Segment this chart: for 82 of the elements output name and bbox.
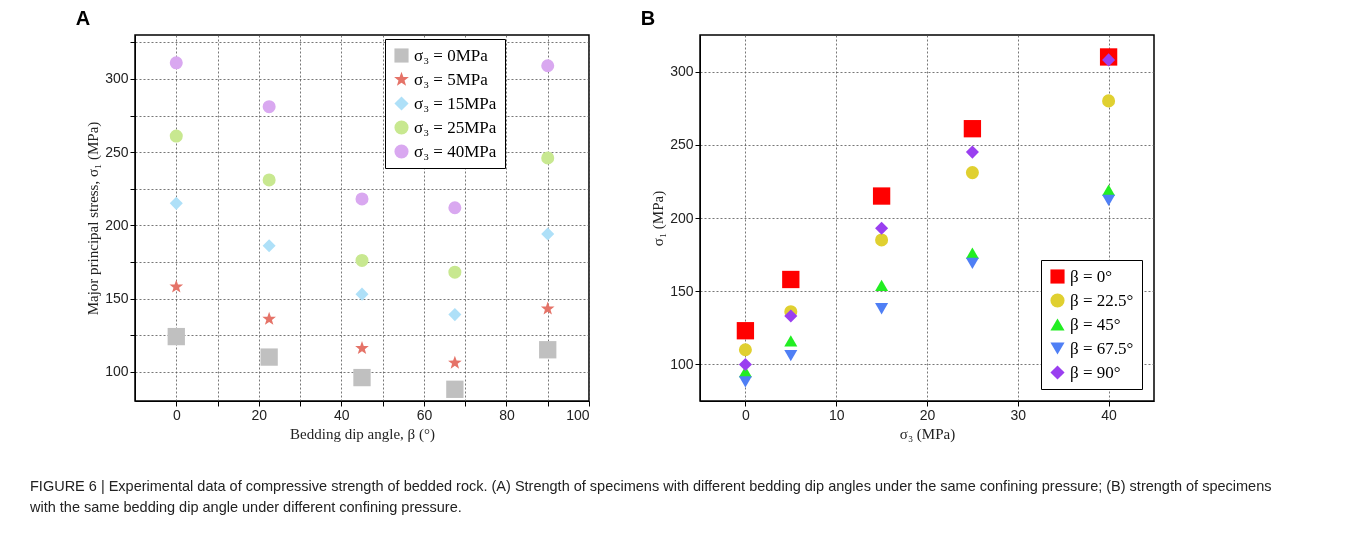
x-tick-label: 10 (828, 406, 845, 423)
x-tick-label: 100 (566, 406, 590, 423)
point (448, 265, 462, 279)
x-tick-label: 30 (1010, 406, 1027, 423)
point (1102, 194, 1116, 207)
y-tick-label: 100 (670, 355, 694, 372)
point (784, 335, 798, 347)
point (169, 56, 183, 70)
point (540, 301, 555, 315)
point (353, 368, 371, 387)
point (169, 279, 184, 293)
point (355, 253, 369, 267)
point (539, 341, 557, 359)
y-tick-label: 100 (105, 363, 129, 380)
point (736, 322, 755, 340)
x-axis-title: σ₃ (MPa) (899, 425, 956, 443)
point (738, 357, 752, 371)
point (963, 120, 982, 138)
legend-label: σ₃ = 40MPa (414, 141, 497, 161)
point (875, 279, 889, 291)
chart-title: B (640, 7, 656, 29)
point (875, 233, 889, 247)
legend-label: β = 67.5° (1070, 338, 1134, 358)
point (784, 349, 798, 362)
point (167, 327, 185, 346)
x-tick-label: 0 (742, 406, 750, 423)
x-axis-title: Bedding dip angle, β (°) (290, 425, 435, 443)
point (875, 221, 889, 235)
point (965, 145, 979, 159)
point (738, 343, 752, 357)
point (169, 129, 183, 143)
point (541, 59, 555, 73)
x-tick-label: 0 (172, 406, 181, 423)
chart-title: A (75, 7, 91, 29)
point (965, 257, 979, 270)
point (541, 151, 555, 165)
point (1102, 94, 1116, 108)
x-tick-label: 20 (251, 406, 268, 423)
y-tick-label: 300 (105, 70, 129, 87)
y-tick-label: 250 (670, 136, 694, 153)
x-tick-label: 60 (416, 406, 433, 423)
point (784, 309, 798, 323)
y-axis-title: σ₁ (MPa) (650, 190, 668, 247)
point (446, 380, 464, 398)
y-tick-label: 150 (670, 282, 694, 299)
point (448, 201, 462, 215)
y-tick-label: 250 (105, 143, 129, 160)
point (262, 311, 276, 325)
y-axis-title: Major principal stress, σ₁ (MPa) (85, 121, 103, 316)
legend-label: β = 45° (1070, 314, 1121, 334)
y-tick-label: 300 (670, 63, 694, 80)
caption: FIGURE 6 | Experimental data of compressive strength of bedded rock. (A) Strength of specimens with different bedding dip angles under the same confining pressure; (B) strength of specimens with the same bedding dip angle under different confining pressure. (30, 477, 1273, 517)
legend-label: β = 90° (1070, 362, 1121, 382)
legend-label: σ₃ = 25MPa (414, 117, 497, 137)
point (965, 166, 979, 180)
point (260, 348, 278, 366)
point (782, 270, 800, 289)
legend-label: σ₃ = 0MPa (414, 45, 489, 65)
y-tick-label: 150 (105, 290, 129, 307)
y-tick-label: 200 (105, 216, 129, 233)
point (262, 173, 276, 187)
point (355, 287, 369, 301)
x-tick-label: 40 (1101, 406, 1118, 423)
point (262, 239, 276, 253)
y-tick-label: 200 (670, 209, 694, 226)
point (541, 227, 555, 241)
legend-label: β = 22.5° (1070, 290, 1134, 310)
point (355, 192, 369, 206)
x-tick-label: 80 (499, 406, 515, 423)
point (262, 100, 276, 114)
point (448, 355, 462, 369)
point (448, 308, 462, 322)
point (875, 303, 889, 315)
x-tick-label: 40 (334, 406, 350, 423)
point (169, 196, 183, 210)
point (355, 341, 369, 355)
x-tick-label: 20 (919, 406, 936, 423)
legend-label: σ₃ = 15MPa (414, 93, 497, 113)
legend-label: β = 0° (1070, 266, 1113, 286)
legend-label: σ₃ = 5MPa (414, 69, 489, 89)
point (738, 376, 752, 388)
point (872, 187, 891, 205)
